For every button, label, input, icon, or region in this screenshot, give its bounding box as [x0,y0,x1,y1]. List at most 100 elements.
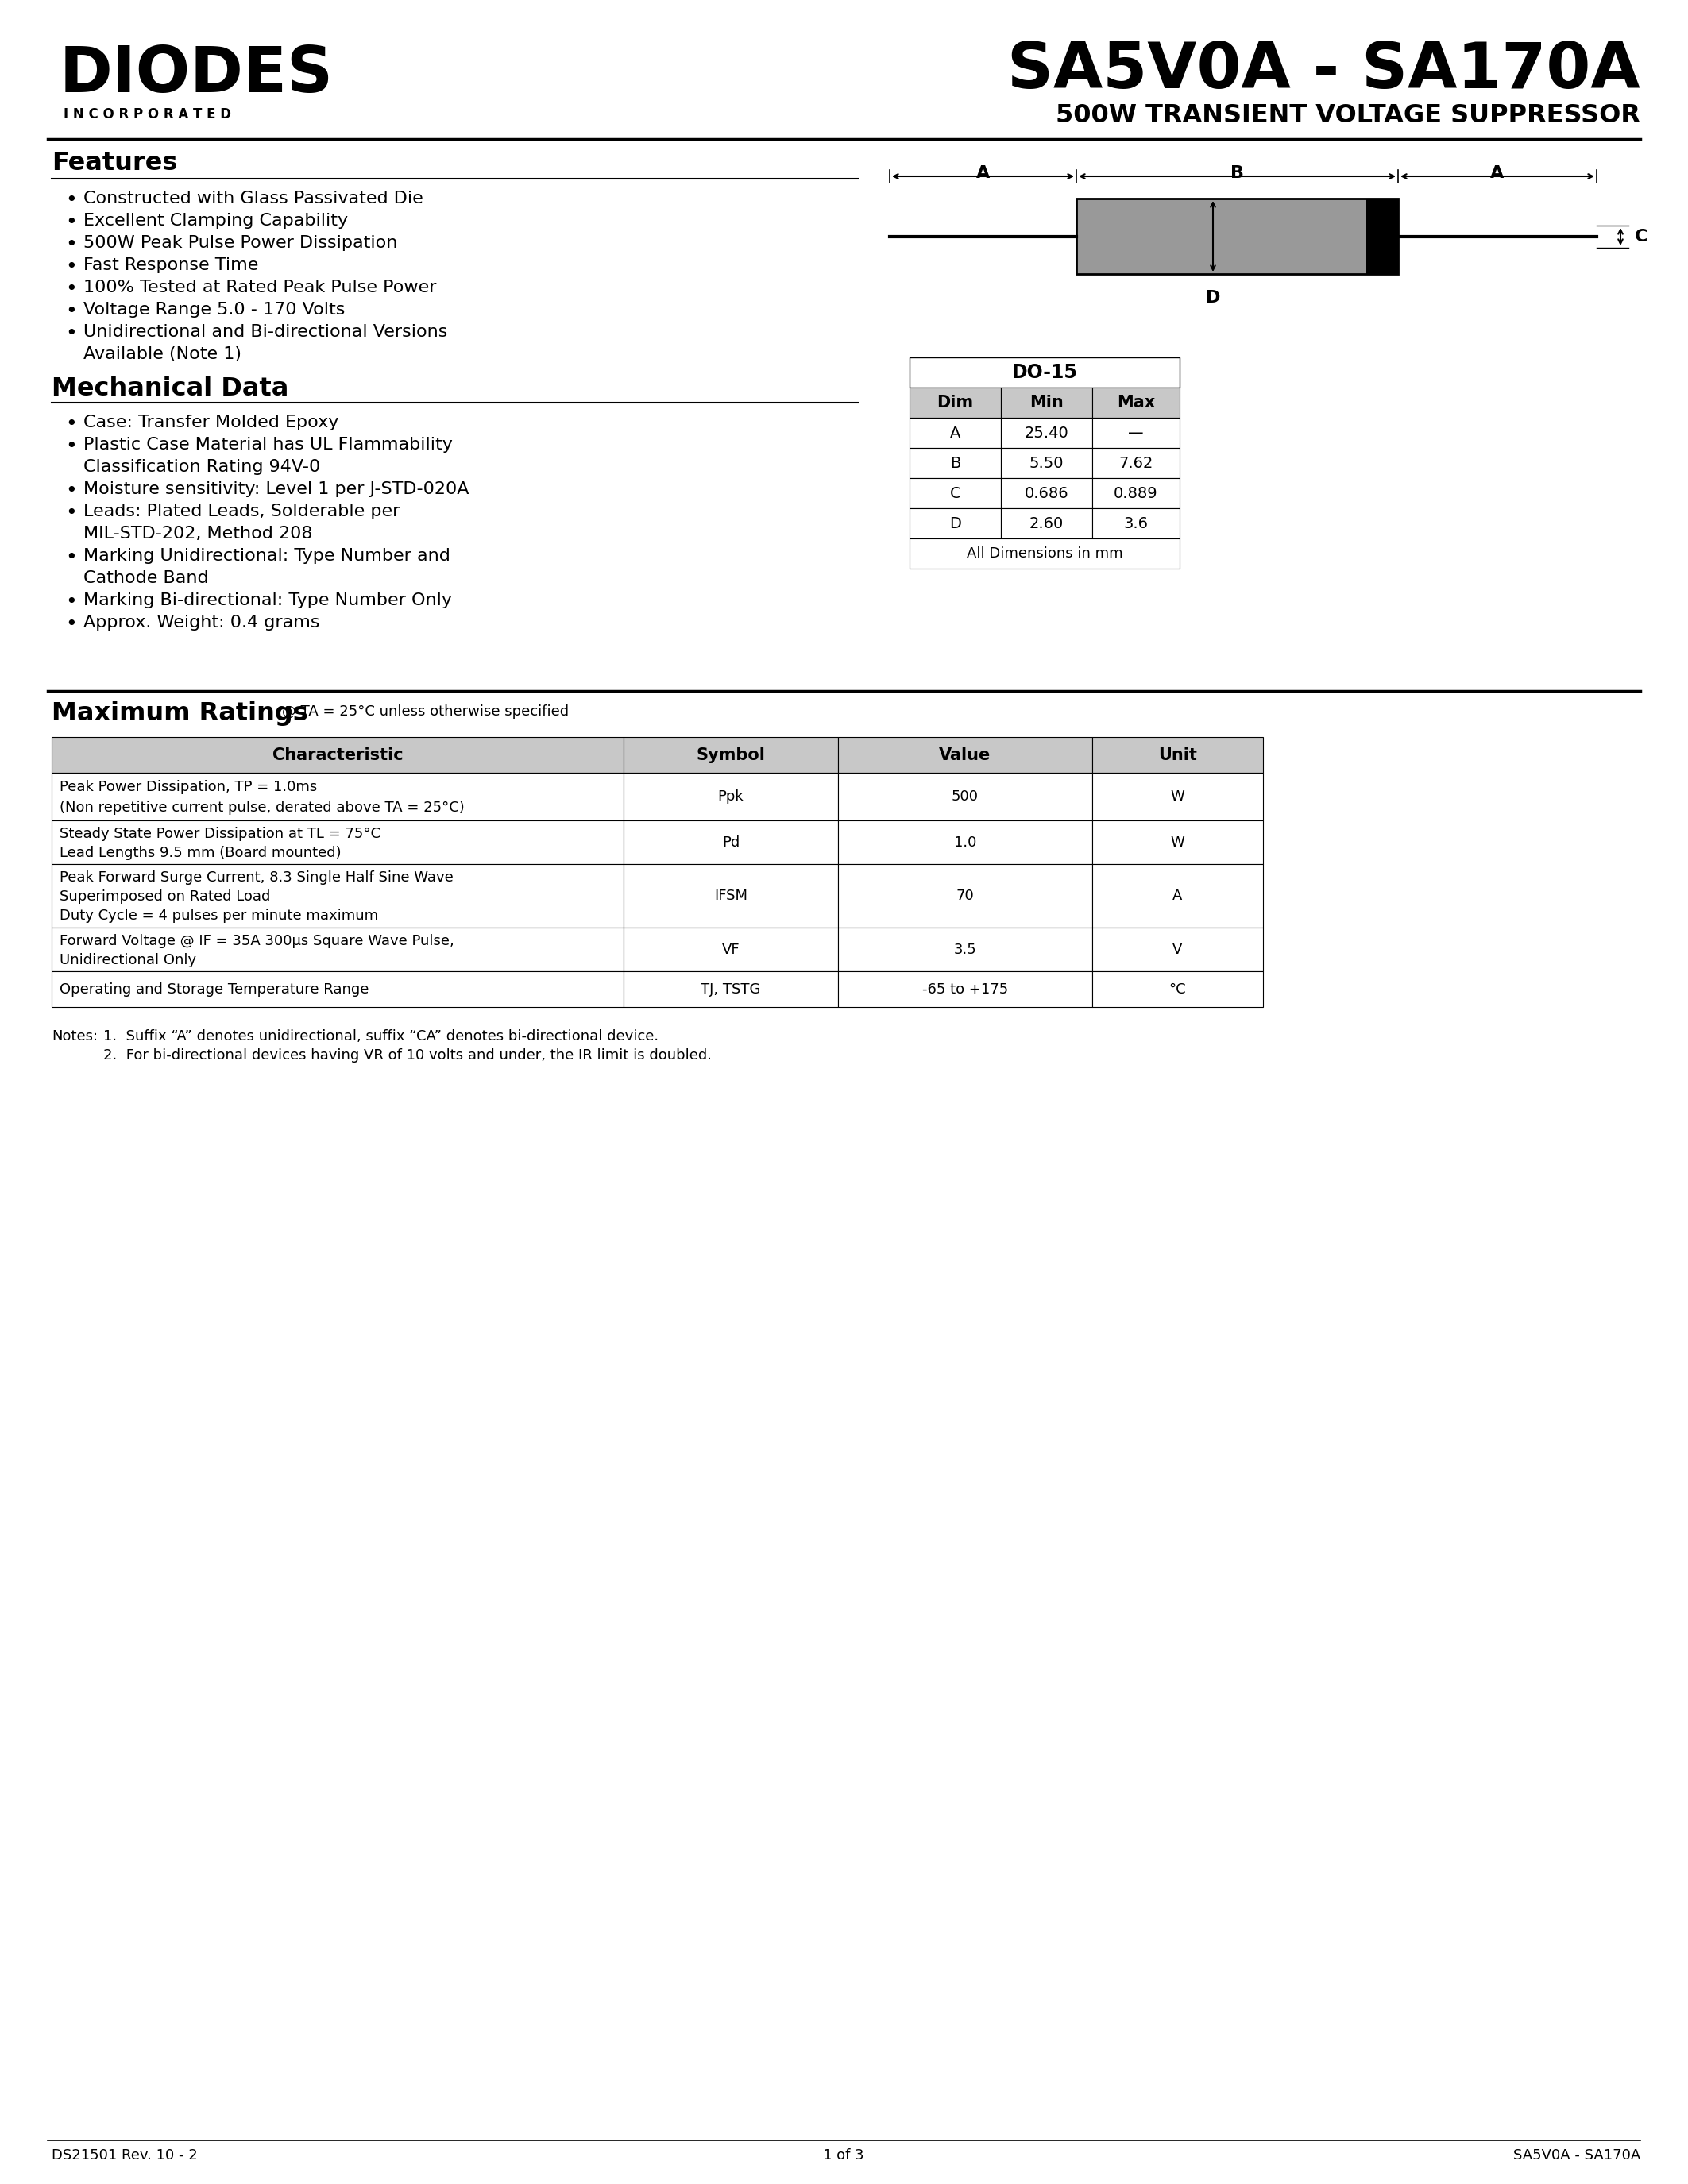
Bar [52,865,623,928]
Text: •: • [66,323,78,343]
Bar [910,387,1001,417]
Bar [623,928,837,972]
Text: B: B [950,456,960,470]
Text: Excellent Clamping Capability: Excellent Clamping Capability [83,212,348,229]
Bar [1092,387,1180,417]
Text: Superimposed on Rated Load: Superimposed on Rated Load [59,889,270,904]
Bar [837,773,1092,821]
Text: 7.62: 7.62 [1119,456,1153,470]
Text: Marking Unidirectional: Type Number and: Marking Unidirectional: Type Number and [83,548,451,563]
Bar [1001,478,1092,509]
Bar [910,448,1001,478]
Text: Mechanical Data: Mechanical Data [52,376,289,402]
Text: 3.5: 3.5 [954,941,977,957]
Text: •: • [66,415,78,435]
Text: Characteristic: Characteristic [272,747,403,762]
Text: Maximum Ratings: Maximum Ratings [52,701,307,725]
Bar [1092,736,1263,773]
Text: A: A [976,166,989,181]
Text: Features: Features [52,151,177,175]
Text: Notes:: Notes: [52,1029,98,1044]
Text: Plastic Case Material has UL Flammability: Plastic Case Material has UL Flammabilit… [83,437,452,452]
Text: Symbol: Symbol [697,747,765,762]
Text: 500: 500 [952,788,979,804]
Bar [623,972,837,1007]
Text: C: C [1634,229,1647,245]
Text: Peak Forward Surge Current, 8.3 Single Half Sine Wave: Peak Forward Surge Current, 8.3 Single H… [59,871,454,885]
Bar [623,773,837,821]
Bar [1001,448,1092,478]
Text: 1.0: 1.0 [954,834,976,850]
Bar [1092,417,1180,448]
Text: Voltage Range 5.0 - 170 Volts: Voltage Range 5.0 - 170 Volts [83,301,344,317]
Text: Classification Rating 94V-0: Classification Rating 94V-0 [83,459,321,474]
Text: DO-15: DO-15 [1011,363,1077,382]
Bar [910,417,1001,448]
Bar [1092,478,1180,509]
Bar [623,736,837,773]
Text: 0.889: 0.889 [1114,485,1158,500]
Text: VF: VF [722,941,739,957]
Text: Max: Max [1117,395,1155,411]
Text: °C: °C [1170,983,1187,996]
Bar [1092,972,1263,1007]
Text: 2.  For bi-directional devices having VR of 10 volts and under, the IR limit is : 2. For bi-directional devices having VR … [103,1048,712,1064]
Text: Available (Note 1): Available (Note 1) [83,347,241,363]
Text: Steady State Power Dissipation at TL = 75°C: Steady State Power Dissipation at TL = 7… [59,826,380,841]
Text: SA5V0A - SA170A: SA5V0A - SA170A [1512,2149,1641,2162]
Text: DS21501 Rev. 10 - 2: DS21501 Rev. 10 - 2 [52,2149,197,2162]
Bar [1092,928,1263,972]
Text: •: • [66,614,78,633]
Text: Case: Transfer Molded Epoxy: Case: Transfer Molded Epoxy [83,415,339,430]
Bar [52,972,623,1007]
Text: IFSM: IFSM [714,889,748,902]
Text: Min: Min [1030,395,1063,411]
Text: 25.40: 25.40 [1025,426,1069,441]
Text: Unidirectional and Bi-directional Versions: Unidirectional and Bi-directional Versio… [83,323,447,341]
Bar [910,539,1180,568]
Text: TJ, TSTG: TJ, TSTG [701,983,761,996]
Text: •: • [66,592,78,612]
Bar [52,736,623,773]
Bar [837,972,1092,1007]
Text: V: V [1173,941,1183,957]
Text: Approx. Weight: 0.4 grams: Approx. Weight: 0.4 grams [83,614,319,631]
Text: B: B [1231,166,1244,181]
Text: Moisture sensitivity: Level 1 per J-STD-020A: Moisture sensitivity: Level 1 per J-STD-… [83,480,469,498]
Text: 1 of 3: 1 of 3 [824,2149,864,2162]
Text: 100% Tested at Rated Peak Pulse Power: 100% Tested at Rated Peak Pulse Power [83,280,437,295]
Text: W: W [1170,788,1185,804]
Text: •: • [66,212,78,232]
Text: MIL-STD-202, Method 208: MIL-STD-202, Method 208 [83,526,312,542]
Text: -65 to +175: -65 to +175 [922,983,1008,996]
Text: DIODES: DIODES [59,44,334,105]
Bar [1001,417,1092,448]
Text: Peak Power Dissipation, TP = 1.0ms: Peak Power Dissipation, TP = 1.0ms [59,780,317,795]
Text: 1.  Suffix “A” denotes unidirectional, suffix “CA” denotes bi-directional device: 1. Suffix “A” denotes unidirectional, su… [103,1029,658,1044]
Text: (Non repetitive current pulse, derated above TA = 25°C): (Non repetitive current pulse, derated a… [59,802,464,815]
Bar [837,736,1092,773]
Text: A: A [1491,166,1504,181]
Text: Forward Voltage @ IF = 35A 300μs Square Wave Pulse,: Forward Voltage @ IF = 35A 300μs Square … [59,935,454,948]
Bar [1366,199,1398,273]
Bar [1001,387,1092,417]
Text: @ TA = 25°C unless otherwise specified: @ TA = 25°C unless otherwise specified [282,705,569,719]
Bar [910,509,1001,539]
Bar [623,865,837,928]
Text: Marking Bi-directional: Type Number Only: Marking Bi-directional: Type Number Only [83,592,452,609]
Bar [837,821,1092,865]
Text: •: • [66,505,78,522]
Text: Unit: Unit [1158,747,1197,762]
Text: 5.50: 5.50 [1030,456,1063,470]
Text: Leads: Plated Leads, Solderable per: Leads: Plated Leads, Solderable per [83,505,400,520]
Bar [1092,773,1263,821]
Text: All Dimensions in mm: All Dimensions in mm [967,546,1123,561]
Text: —: — [1128,426,1144,441]
Text: Lead Lengths 9.5 mm (Board mounted): Lead Lengths 9.5 mm (Board mounted) [59,845,341,860]
Text: •: • [66,437,78,456]
Text: 0.686: 0.686 [1025,485,1069,500]
Text: Fast Response Time: Fast Response Time [83,258,258,273]
Text: •: • [66,236,78,253]
Text: C: C [950,485,960,500]
Text: Operating and Storage Temperature Range: Operating and Storage Temperature Range [59,983,370,996]
